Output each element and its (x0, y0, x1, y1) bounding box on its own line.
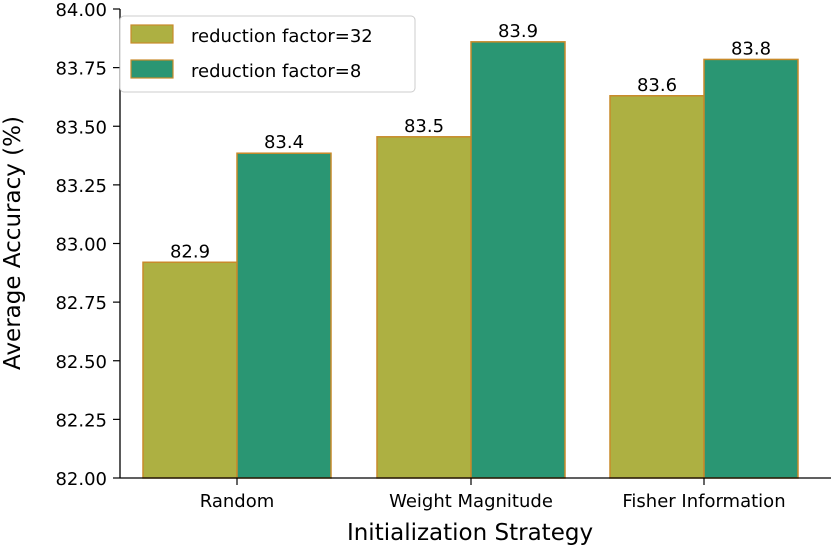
y-tick-label: 83.25 (55, 176, 107, 197)
y-tick-label: 83.75 (55, 59, 107, 80)
y-tick-label: 82.00 (55, 469, 107, 490)
bar-rf32-2 (609, 95, 705, 479)
y-tick-label: 84.00 (55, 0, 107, 21)
bar-rf8-1 (470, 41, 566, 479)
x-tick-label: Fisher Information (622, 491, 785, 512)
legend-label-rf32: reduction factor=32 (191, 26, 373, 47)
data-label: 83.6 (637, 75, 677, 96)
y-axis-label: Average Accuracy (%) (0, 116, 26, 370)
x-axis-label: Initialization Strategy (347, 520, 593, 546)
bar-rf8-0 (236, 152, 332, 479)
x-tick-label: Weight Magnitude (389, 491, 553, 512)
data-label: 82.9 (170, 241, 210, 262)
bar-rf32-1 (376, 136, 472, 479)
y-tick-label: 82.75 (55, 293, 107, 314)
y-tick-label: 82.50 (55, 352, 107, 373)
data-label: 83.4 (264, 132, 304, 153)
bar-rf32-0 (142, 261, 238, 479)
legend-swatch-rf32 (130, 24, 174, 44)
legend-label-rf8: reduction factor=8 (191, 61, 361, 82)
x-tick-label: Random (200, 491, 275, 512)
y-ticks-layer: 82.00 82.25 82.50 82.75 83.00 83.25 83.50 83.75… (55, 0, 120, 490)
legend: reduction factor=32 reduction factor=8 (119, 15, 416, 93)
y-tick-label: 82.25 (55, 410, 107, 431)
data-label: 83.5 (404, 116, 444, 137)
y-tick-label: 83.00 (55, 235, 107, 256)
bar-rf8-2 (703, 58, 799, 479)
legend-frame (119, 15, 416, 93)
bars-layer (142, 41, 799, 479)
legend-swatch-rf8 (130, 59, 174, 79)
data-label: 83.8 (731, 38, 771, 59)
y-tick-label: 83.50 (55, 117, 107, 138)
data-labels-layer: 82.9 83.5 83.6 83.4 83.9 83.8 (170, 21, 771, 262)
data-label: 83.9 (498, 21, 538, 42)
x-ticks-layer: Random Weight Magnitude Fisher Information (200, 478, 786, 512)
